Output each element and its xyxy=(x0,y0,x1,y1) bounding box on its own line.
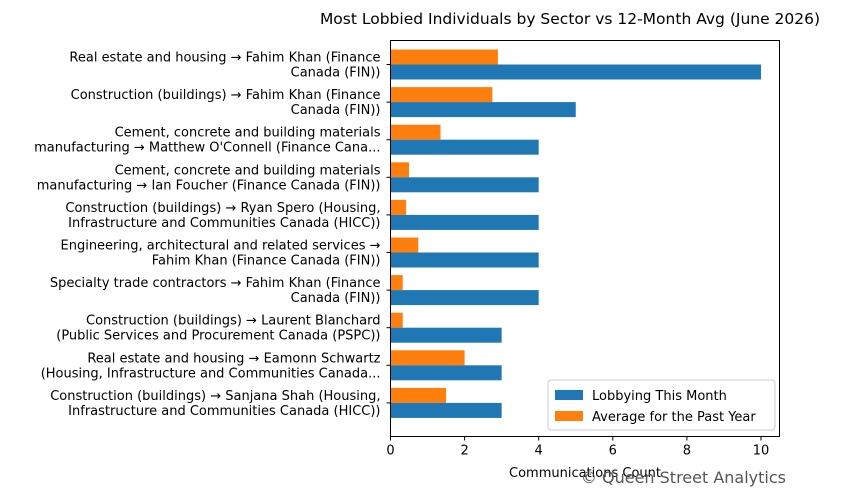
bar-lobbying-this-month xyxy=(390,402,502,418)
bar-average-past-year xyxy=(390,162,410,178)
y-tick-label: Construction (buildings) → Laurent Blanc… xyxy=(56,314,380,344)
y-tick-label-line: Canada (FIN)) xyxy=(291,103,381,118)
legend-swatch xyxy=(555,411,583,421)
y-tick-label-line: Construction (buildings) → Ryan Spero (H… xyxy=(65,201,380,216)
x-axis: 0 2 4 6 8 10 xyxy=(386,436,770,459)
y-tick-label-line: Cement, concrete and building materials xyxy=(115,126,381,141)
bar-average-past-year xyxy=(390,87,493,103)
x-tick-label: 10 xyxy=(753,444,770,459)
legend-box xyxy=(547,379,776,431)
bar-lobbying-this-month xyxy=(390,64,761,80)
y-tick-label: Cement, concrete and building materials m… xyxy=(34,126,381,156)
y-tick-label: Cement, concrete and building materials m… xyxy=(37,163,381,193)
y-tick-label-line: Specialty trade contractors → Fahim Khan… xyxy=(50,276,381,291)
y-axis: Real estate and housing → Fahim Khan (Fi… xyxy=(34,51,391,419)
x-tick-label: 6 xyxy=(609,444,617,459)
y-tick-label: Real estate and housing → Eamonn Schwart… xyxy=(41,351,381,381)
y-tick-label: Real estate and housing → Fahim Khan (Fi… xyxy=(69,51,380,81)
bar-average-past-year xyxy=(390,350,465,366)
bar-average-past-year xyxy=(390,275,403,291)
bar-average-past-year xyxy=(390,312,403,328)
y-tick-label: Engineering, architectural and related s… xyxy=(61,239,381,269)
y-tick-label-line: Infrastructure and Communities Canada (H… xyxy=(68,216,380,231)
legend-label: Average for the Past Year xyxy=(592,410,756,425)
legend: Lobbying This Month Average for the Past … xyxy=(547,379,776,431)
y-tick-label-line: (Public Services and Procurement Canada … xyxy=(56,329,380,344)
bar-average-past-year xyxy=(390,124,441,140)
bar-lobbying-this-month xyxy=(390,327,502,343)
y-tick-label-line: Engineering, architectural and related s… xyxy=(61,239,381,254)
legend-swatch xyxy=(555,390,583,400)
y-tick-label-line: manufacturing → Matthew O'Connell (Finan… xyxy=(34,141,380,156)
y-tick-label-line: Construction (buildings) → Fahim Khan (F… xyxy=(71,88,381,103)
y-tick-label-line: (Housing, Infrastructure and Communities… xyxy=(41,366,381,381)
y-tick-label-line: Canada (FIN)) xyxy=(291,291,381,306)
bar-lobbying-this-month xyxy=(390,214,539,230)
bar-average-past-year xyxy=(390,237,419,253)
plot-frame xyxy=(390,40,780,437)
y-tick-label-line: Real estate and housing → Eamonn Schwart… xyxy=(87,351,380,366)
bar-lobbying-this-month xyxy=(390,252,539,268)
y-tick-label: Construction (buildings) → Ryan Spero (H… xyxy=(65,201,380,231)
y-tick-label: Construction (buildings) → Sanjana Shah … xyxy=(50,389,380,419)
bar-average-past-year xyxy=(390,387,447,403)
legend-label: Lobbying This Month xyxy=(592,389,727,404)
x-tick-label: 2 xyxy=(460,444,468,459)
watermark: © Queen Street Analytics xyxy=(581,468,786,487)
y-tick-label-line: Canada (FIN)) xyxy=(291,66,381,81)
y-tick-label-line: Cement, concrete and building materials xyxy=(115,163,381,178)
y-tick-label-line: manufacturing → Ian Foucher (Finance Can… xyxy=(37,178,381,193)
x-tick-label: 0 xyxy=(386,444,394,459)
bar-lobbying-this-month xyxy=(390,102,576,118)
bar-lobbying-this-month xyxy=(390,139,539,155)
x-tick-label: 4 xyxy=(535,444,543,459)
bar-lobbying-this-month xyxy=(390,290,539,306)
bar-lobbying-this-month xyxy=(390,365,502,381)
y-tick-label-line: Fahim Khan (Finance Canada (FIN)) xyxy=(152,254,381,269)
x-tick-label: 8 xyxy=(683,444,691,459)
y-tick-label-line: Real estate and housing → Fahim Khan (Fi… xyxy=(69,51,380,66)
bar-average-past-year xyxy=(390,199,407,215)
bar-lobbying-this-month xyxy=(390,177,539,193)
y-tick-label-line: Infrastructure and Communities Canada (H… xyxy=(68,404,380,419)
y-tick-label-line: Construction (buildings) → Laurent Blanc… xyxy=(86,314,380,329)
x-axis-label: Communications Count xyxy=(509,466,661,481)
y-tick-label: Construction (buildings) → Fahim Khan (F… xyxy=(71,88,381,118)
bars-group xyxy=(390,49,761,418)
y-tick-label-line: Construction (buildings) → Sanjana Shah … xyxy=(50,389,380,404)
bar-average-past-year xyxy=(390,49,498,65)
y-tick-label: Specialty trade contractors → Fahim Khan… xyxy=(50,276,381,306)
chart-title: Most Lobbied Individuals by Sector vs 12… xyxy=(320,10,820,28)
